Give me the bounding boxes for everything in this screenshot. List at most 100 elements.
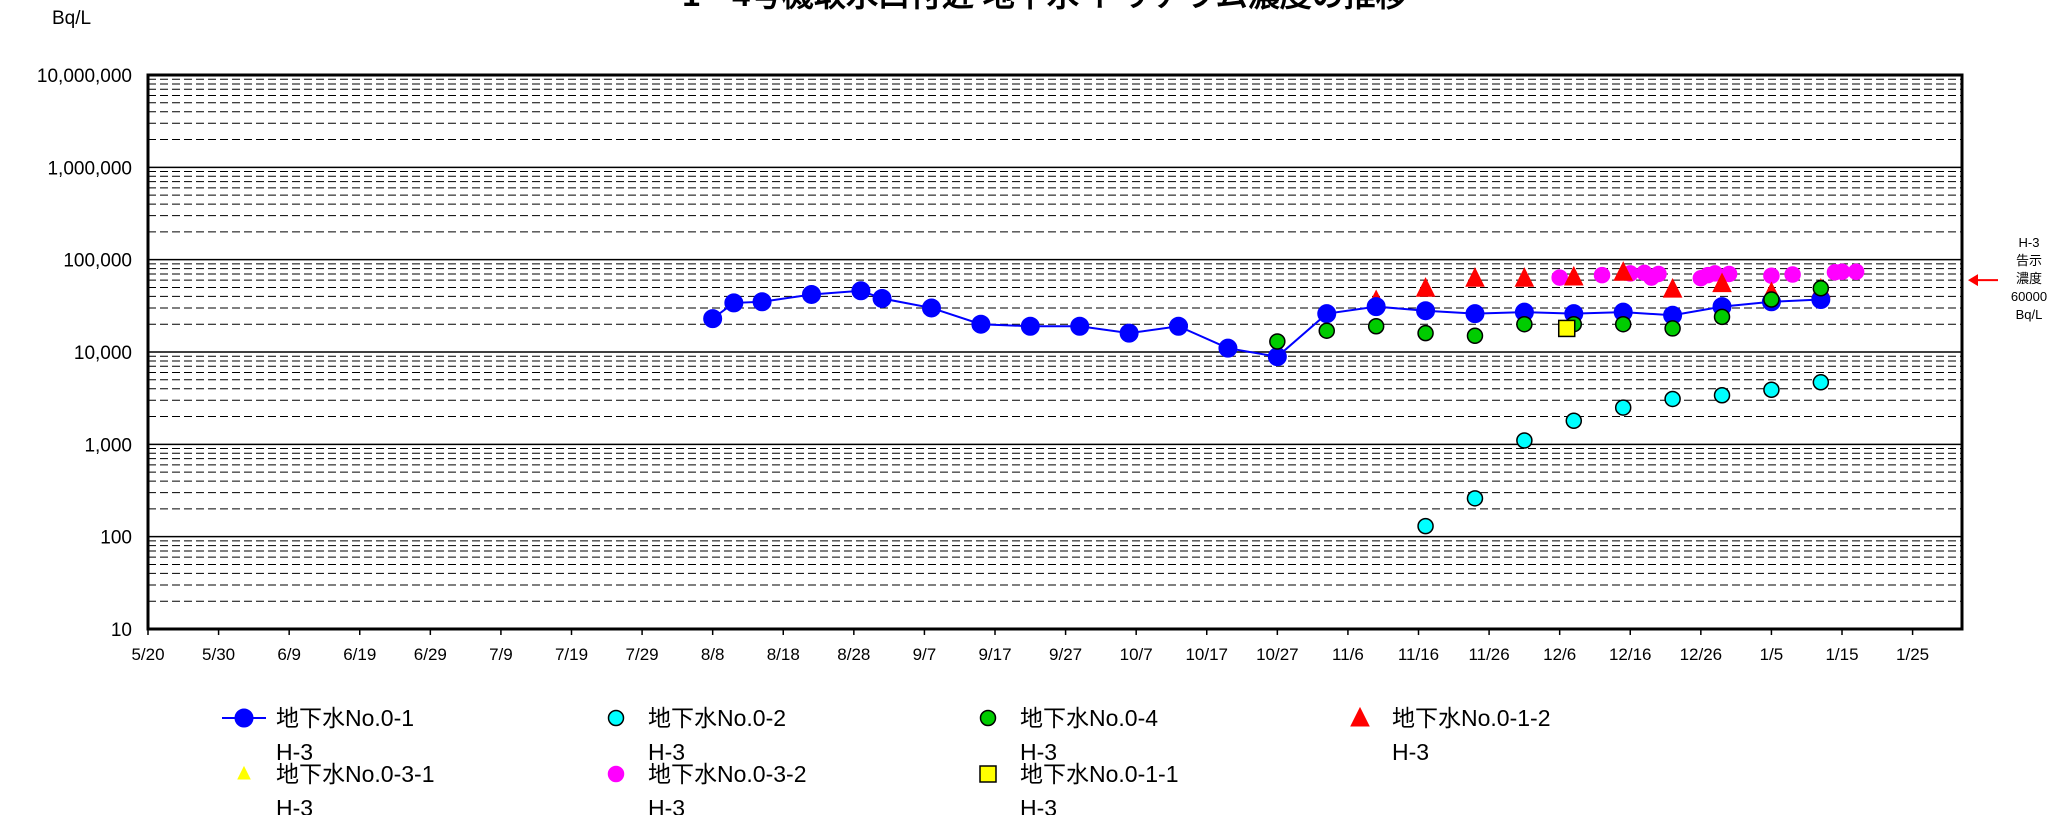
reference-label-line: 濃度 bbox=[2016, 271, 2042, 286]
legend-item: 地下水No.0-1-1 H-3 bbox=[979, 761, 1178, 815]
legend-marker bbox=[607, 765, 625, 783]
reference-label-line: 告示 bbox=[2016, 253, 2042, 268]
data-point bbox=[1367, 318, 1385, 335]
y-tick-label: 10,000,000 bbox=[37, 66, 132, 87]
legend-label: 地下水No.0-4 bbox=[1020, 705, 1158, 731]
data-point bbox=[1713, 308, 1731, 326]
x-tick-label: 6/29 bbox=[414, 645, 447, 664]
legend-label: 地下水No.0-1-2 bbox=[1392, 705, 1550, 731]
y-axis: 10 100 1,000 10,000 100,000 1,000,000 10,000,0… bbox=[37, 66, 132, 641]
data-point bbox=[1514, 267, 1535, 287]
data-point bbox=[1712, 272, 1732, 293]
data-point bbox=[1516, 315, 1533, 333]
x-tick-label: 7/9 bbox=[489, 645, 513, 664]
legend-label: H-3 bbox=[276, 795, 313, 815]
legend-item: 地下水No.0-1-2 H-3 bbox=[1350, 705, 1550, 765]
reference-label-line: Bq/L bbox=[2016, 307, 2043, 322]
data-point bbox=[1070, 316, 1090, 336]
legend-label: 地下水No.0-3-2 bbox=[648, 761, 806, 787]
x-tick-label: 10/17 bbox=[1185, 645, 1228, 664]
data-point bbox=[1812, 374, 1830, 391]
data-point bbox=[1650, 265, 1667, 283]
data-point bbox=[1833, 263, 1851, 280]
chart-title: 1〜4号機取水口付近 地下水 トリチウム濃度の推移 bbox=[682, 0, 1407, 13]
data-point bbox=[752, 292, 772, 312]
data-point bbox=[1267, 347, 1287, 367]
legend-item: 地下水No.0-2 H-3 bbox=[607, 705, 786, 765]
x-tick-label: 6/19 bbox=[343, 645, 376, 664]
x-tick-label: 1/25 bbox=[1896, 645, 1929, 664]
series-6 bbox=[1551, 263, 1865, 287]
data-point bbox=[1415, 277, 1436, 297]
data-point bbox=[1763, 291, 1780, 308]
x-tick-label: 1/5 bbox=[1760, 645, 1784, 664]
x-tick-label: 12/16 bbox=[1609, 645, 1652, 664]
x-tick-label: 7/29 bbox=[626, 645, 659, 664]
legend-item: 地下水No.0-1 H-3 bbox=[222, 705, 414, 765]
y-tick-label: 10,000 bbox=[74, 343, 132, 364]
legend-marker bbox=[1350, 706, 1370, 727]
data-point bbox=[921, 298, 941, 318]
legend: 地下水No.0-1H-3地下水No.0-2H-3地下水No.0-4H-3地下水N… bbox=[222, 705, 1550, 815]
data-point bbox=[1763, 267, 1780, 284]
x-tick-label: 9/7 bbox=[913, 645, 937, 664]
data-point bbox=[1416, 301, 1436, 321]
legend-marker bbox=[979, 709, 997, 727]
legend-label: 地下水No.0-3-1 bbox=[276, 761, 434, 787]
y-tick-label: 100,000 bbox=[63, 251, 132, 272]
legend-label: 地下水No.0-2 bbox=[648, 705, 786, 731]
series-1 bbox=[703, 281, 1831, 367]
reference-label-line: H-3 bbox=[2019, 235, 2040, 250]
grid bbox=[148, 74, 1962, 630]
x-tick-label: 8/8 bbox=[701, 645, 725, 664]
y-tick-label: 1,000,000 bbox=[47, 158, 132, 179]
legend-item: 地下水No.0-4 H-3 bbox=[979, 705, 1158, 765]
legend-label: H-3 bbox=[648, 795, 685, 815]
data-point bbox=[801, 284, 821, 304]
x-tick-label: 10/7 bbox=[1120, 645, 1153, 664]
data-point bbox=[1169, 316, 1189, 336]
plot-frame bbox=[146, 73, 1964, 631]
data-point bbox=[1465, 267, 1485, 287]
legend-marker bbox=[237, 765, 251, 780]
y-tick-label: 1,000 bbox=[84, 435, 132, 456]
series-layer bbox=[703, 261, 1865, 535]
x-tick-label: 8/28 bbox=[837, 645, 870, 664]
x-tick-label: 9/27 bbox=[1049, 645, 1082, 664]
data-point bbox=[1563, 265, 1584, 286]
data-point bbox=[1465, 304, 1485, 324]
data-point bbox=[971, 314, 991, 334]
x-tick-label: 1/15 bbox=[1825, 645, 1858, 664]
data-point bbox=[1614, 315, 1632, 333]
data-point bbox=[1466, 490, 1484, 507]
legend-label: H-3 bbox=[1020, 739, 1057, 765]
data-point bbox=[872, 288, 892, 308]
data-point bbox=[1417, 324, 1434, 342]
y-unit-label: Bq/L bbox=[52, 8, 91, 29]
x-tick-label: 11/6 bbox=[1332, 645, 1364, 664]
legend-label: H-3 bbox=[1020, 795, 1057, 815]
legend-item: 地下水No.0-3-1 H-3 bbox=[237, 761, 434, 815]
data-point bbox=[1784, 266, 1801, 283]
data-point bbox=[1664, 390, 1681, 408]
data-point bbox=[1218, 338, 1238, 358]
legend-marker bbox=[234, 708, 254, 728]
data-point bbox=[724, 293, 744, 313]
x-tick-label: 11/16 bbox=[1398, 645, 1439, 664]
series-2 bbox=[1417, 374, 1830, 535]
x-tick-label: 11/26 bbox=[1468, 645, 1509, 664]
data-point bbox=[1812, 280, 1830, 297]
legend-label: 地下水No.0-1-1 bbox=[1020, 761, 1178, 787]
data-point bbox=[1664, 320, 1681, 337]
legend-label: H-3 bbox=[276, 739, 313, 765]
x-tick-label: 5/30 bbox=[202, 645, 235, 664]
data-point bbox=[1551, 269, 1568, 286]
legend-label: H-3 bbox=[1392, 739, 1429, 765]
data-point bbox=[1713, 387, 1731, 404]
data-point bbox=[1318, 322, 1335, 339]
x-tick-label: 10/27 bbox=[1256, 645, 1299, 664]
data-point bbox=[1366, 297, 1386, 317]
y-tick-label: 100 bbox=[100, 528, 132, 549]
x-axis: 5/20 5/30 6/9 6/19 6/29 7/9 7/19 7/29 8/8 8/18 8/2… bbox=[131, 629, 1929, 664]
